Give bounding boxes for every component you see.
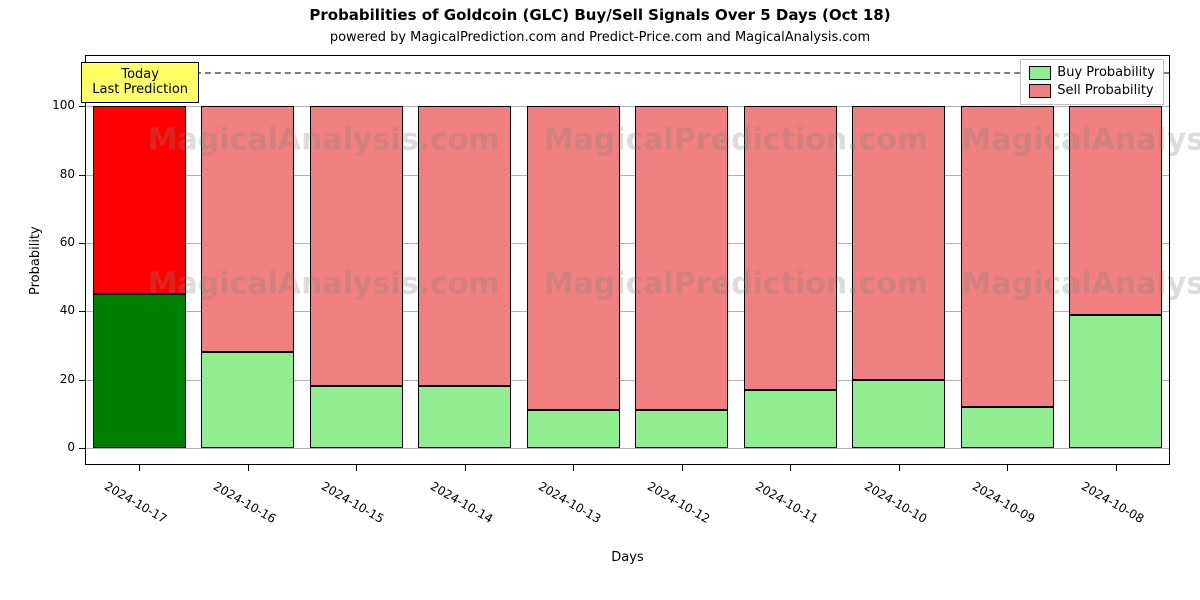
x-tick-label: 2024-10-13: [536, 479, 603, 526]
y-tick-label: 100: [35, 98, 75, 112]
legend-item-buy: Buy Probability: [1029, 64, 1155, 82]
x-tick-label: 2024-10-10: [862, 479, 929, 526]
x-tick-label: 2024-10-08: [1079, 479, 1146, 526]
x-tick-label: 2024-10-16: [211, 479, 278, 526]
x-tick-mark: [356, 465, 357, 471]
x-tick-mark: [573, 465, 574, 471]
legend-swatch-buy: [1029, 66, 1051, 80]
x-tick-mark: [248, 465, 249, 471]
legend: Buy Probability Sell Probability: [1020, 59, 1164, 105]
y-tick-label: 60: [35, 235, 75, 249]
x-tick-label: 2024-10-12: [645, 479, 712, 526]
x-tick-mark: [899, 465, 900, 471]
annotation-line1: Today: [92, 67, 188, 83]
plot-area: [85, 55, 1170, 465]
legend-swatch-sell: [1029, 84, 1051, 98]
x-axis-label: Days: [85, 550, 1170, 565]
annotation-line2: Last Prediction: [92, 82, 188, 98]
x-tick-label: 2024-10-11: [753, 479, 820, 526]
x-tick-label: 2024-10-15: [319, 479, 386, 526]
x-tick-label: 2024-10-09: [970, 479, 1037, 526]
y-tick-label: 20: [35, 372, 75, 386]
legend-item-sell: Sell Probability: [1029, 82, 1155, 100]
x-tick-label: 2024-10-14: [428, 479, 495, 526]
x-tick-mark: [1116, 465, 1117, 471]
chart-container: Probabilities of Goldcoin (GLC) Buy/Sell…: [0, 0, 1200, 600]
today-annotation: Today Last Prediction: [81, 62, 199, 103]
x-tick-mark: [790, 465, 791, 471]
chart-subtitle: powered by MagicalPrediction.com and Pre…: [0, 30, 1200, 45]
chart-title: Probabilities of Goldcoin (GLC) Buy/Sell…: [0, 6, 1200, 24]
y-tick-label: 0: [35, 440, 75, 454]
legend-label-buy: Buy Probability: [1057, 64, 1155, 82]
y-tick-label: 80: [35, 167, 75, 181]
y-tick-label: 40: [35, 303, 75, 317]
x-tick-mark: [465, 465, 466, 471]
x-tick-label: 2024-10-17: [102, 479, 169, 526]
legend-label-sell: Sell Probability: [1057, 82, 1153, 100]
x-tick-mark: [682, 465, 683, 471]
x-tick-mark: [1007, 465, 1008, 471]
x-tick-mark: [139, 465, 140, 471]
